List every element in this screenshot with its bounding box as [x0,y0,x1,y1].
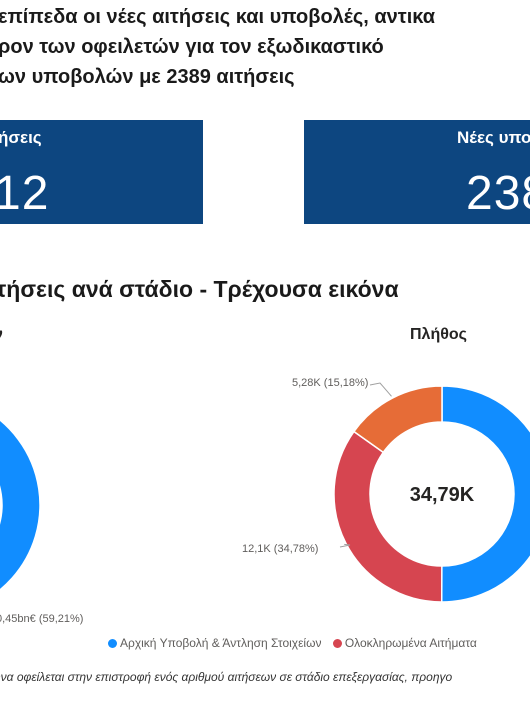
count-donut-chart: 34,79K 12,1K (34,78%) 5,28K (15,18%) [242,377,530,603]
section-title: τήσεις ανά στάδιο - Τρέχουσα εικόνα [0,276,399,302]
left-donut-chart: 0,45bn€ (59,21%) [0,395,83,625]
donut-data-label: 0,45bn€ (59,21%) [0,613,83,625]
headline-line-1: επίπεδα οι νέες αιτήσεις και υποβολές, α… [0,6,436,28]
legend-item[interactable]: Αρχική Υποβολή & Άντληση Στοιχείων [108,636,321,650]
headline: επίπεδα οι νέες αιτήσεις και υποβολές, α… [0,2,530,92]
donut-data-label: 12,1K (34,78%) [242,543,318,555]
legend-label: Ολοκληρωμένα Αιτήματα [344,636,477,650]
kpi-card-new-submissions: Νέες υπο 238 [304,120,530,224]
donut-slice[interactable] [352,385,443,454]
chart-title-count: Πλήθος [410,326,467,343]
donut-charts: 0,45bn€ (59,21%) 34,79K 12,1K (34,78%) 5,2… [0,377,530,625]
chart-title-left: ν [0,326,3,344]
kpi-value: 12 [0,167,50,220]
data-label-leader-line [339,543,351,548]
legend-item[interactable]: Ολοκληρωμένα Αιτήματα [332,636,477,650]
headline-line-2: ρον των οφειλετών για τον εξωδικαστικό [0,36,384,58]
legend: Αρχική Υποβολή & Άντληση Στοιχείων Ολοκλ… [108,636,485,650]
donut-slice[interactable] [333,430,443,603]
donut-slice[interactable] [0,395,41,615]
donut-slice[interactable] [440,385,530,603]
legend-dot [332,639,342,648]
kpi-label: Νέες υπο [457,128,530,147]
legend-label: Αρχική Υποβολή & Άντληση Στοιχείων [120,636,322,650]
kpi-value: 238 [466,167,530,220]
legend-dot [108,639,117,648]
kpi-card-applications: ήσεις 12 [0,120,203,224]
donut-data-label: 5,28K (15,18%) [292,377,368,389]
footnote: ήνα οφείλεται στην επιστροφή ενός αριθμο… [0,670,453,684]
data-label-leader-line [369,382,392,397]
headline-line-3: ων υποβολών με 2389 αιτήσεις [0,66,295,88]
donut-center-label: 34,79K [410,484,475,506]
kpi-label: ήσεις [0,128,42,147]
